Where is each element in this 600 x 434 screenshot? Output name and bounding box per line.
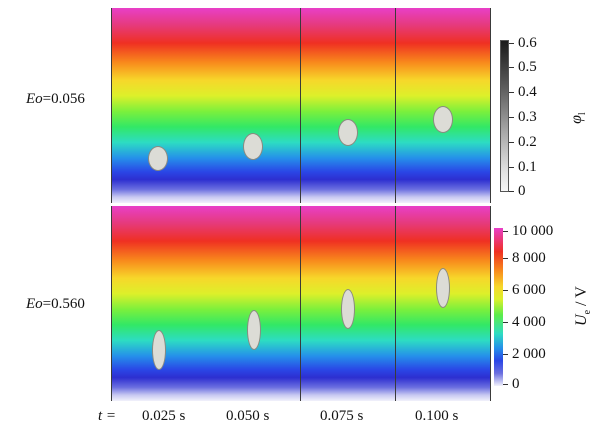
ue-axis-title: Ue / V <box>572 286 594 326</box>
panel-row1-t3 <box>301 8 396 203</box>
panel-row1-t2 <box>206 8 301 203</box>
ue-tick: 8 000 <box>503 250 546 266</box>
panel-row2-t1 <box>111 206 207 401</box>
row-label-eo-0560: Eo=0.560 <box>26 296 85 312</box>
bubble <box>148 146 168 171</box>
bubble <box>247 310 261 350</box>
bubble <box>433 106 453 133</box>
bubble <box>436 268 450 308</box>
panel-row2-t3 <box>301 206 396 401</box>
phi-axis-title: φl <box>567 112 589 124</box>
time-label: 0.025 s <box>142 408 186 424</box>
ue-tick: 6 000 <box>503 282 546 298</box>
time-label: 0.050 s <box>226 408 270 424</box>
time-label: 0.100 s <box>415 408 459 424</box>
phi-tick: 0.1 <box>509 159 537 175</box>
bubble <box>152 330 166 370</box>
phi-tick: 0.4 <box>509 84 537 100</box>
panel-row1-t1 <box>111 8 207 203</box>
colorbar-ue <box>494 228 503 386</box>
phi-tick: 0.2 <box>509 134 537 150</box>
phi-tick: 0.6 <box>509 35 537 51</box>
panel-row2-t4 <box>396 206 491 401</box>
ue-tick: 2 000 <box>503 346 546 362</box>
phi-tick: 0.5 <box>509 59 537 75</box>
phi-tick: 0.3 <box>509 109 537 125</box>
bubble <box>243 133 263 160</box>
bubble <box>341 289 355 329</box>
colorbar-phi <box>500 40 509 192</box>
time-label: 0.075 s <box>320 408 364 424</box>
ue-tick: 4 000 <box>503 314 546 330</box>
phi-tick: 0 <box>509 183 526 199</box>
ue-tick: 10 000 <box>503 223 553 239</box>
panel-row1-t4 <box>396 8 491 203</box>
panel-row2-t2 <box>206 206 301 401</box>
row-label-eo-0056: Eo=0.056 <box>26 91 85 107</box>
ue-tick: 0 <box>503 376 520 392</box>
time-prefix: t = <box>98 408 117 424</box>
bubble <box>338 119 358 146</box>
